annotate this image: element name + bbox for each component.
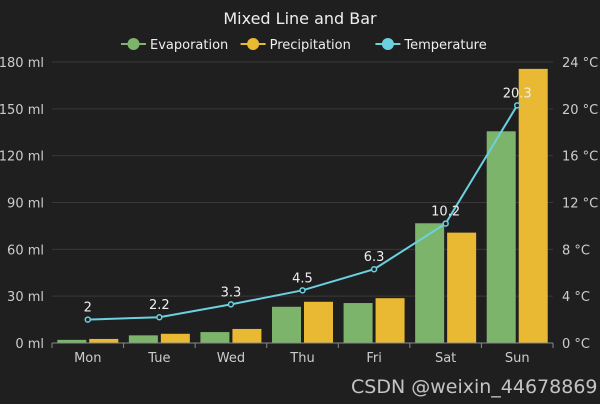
x-axis-tick-label: Tue [147,351,170,366]
bar-evaporation[interactable] [272,306,301,343]
temperature-point[interactable] [84,316,92,323]
temperature-data-label: 10.2 [431,205,460,220]
right-axis-tick-label: 8 °C [562,243,590,258]
bar-precipitation[interactable] [89,338,119,343]
legend-label: Evaporation [150,38,228,53]
x-axis-tick-label: Fri [366,351,382,366]
left-axis-tick-label: 120 ml [0,150,44,165]
watermark: CSDN @weixin_44678869 [351,376,598,398]
temperature-data-label: 4.5 [292,271,313,286]
x-axis-tick-label: Sun [505,351,530,366]
right-axis-tick-label: 4 °C [562,290,590,305]
bar-evaporation[interactable] [415,223,445,343]
left-axis-tick-label: 60 ml [7,243,44,258]
temperature-line: 2 2.2 3.3 4.5 6.3 10.2 20.3 [84,86,532,323]
right-axis-tick-label: 24 °C [562,56,598,71]
temperature-point[interactable] [513,102,521,109]
legend-marker-icon [381,38,394,50]
x-axis-tick-label: Mon [74,351,101,366]
right-axis-tick-label: 0 °C [562,337,590,352]
temperature-point[interactable] [227,301,235,308]
left-axis-tick-label: 180 ml [0,56,44,71]
temperature-point[interactable] [156,313,163,321]
bar-precipitation[interactable] [160,333,190,343]
bar-precipitation[interactable] [518,68,548,343]
bar-precipitation[interactable] [232,328,262,343]
temperature-data-label: 2 [84,301,92,316]
bar-evaporation[interactable] [57,339,87,343]
x-axis-tick-label: Sat [435,351,456,366]
legend[interactable]: Evaporation Precipitation Temperature [121,38,487,53]
legend-label: Precipitation [270,38,351,53]
x-axis-tick-label: Thu [289,351,314,366]
temperature-point[interactable] [299,287,306,294]
temperature-point[interactable] [370,265,378,273]
bars [57,68,548,343]
left-axis-tick-label: 30 ml [7,290,44,305]
grid [52,61,553,297]
bar-precipitation[interactable] [375,298,405,343]
right-axis-tick-label: 16 °C [562,150,598,165]
legend-item-temperature[interactable]: Temperature [375,38,487,53]
temperature-point[interactable] [442,220,449,227]
left-axis-tick-label: 0 ml [15,337,44,352]
temperature-data-label: 2.2 [149,298,170,313]
bar-evaporation[interactable] [486,131,516,343]
legend-marker-icon [127,38,140,50]
temperature-data-label: 6.3 [364,250,385,265]
chart-title: Mixed Line and Bar [223,9,377,28]
legend-item-evaporation[interactable]: Evaporation [121,38,228,53]
temperature-data-label: 20.3 [503,86,532,101]
axes: 0 ml 30 ml 60 ml 90 ml 120 ml 150 ml 180 ml 0 °… [0,56,598,366]
bar-precipitation[interactable] [304,301,333,343]
temperature-data-label: 3.3 [221,285,242,300]
bar-precipitation[interactable] [447,232,477,343]
left-axis-tick-label: 150 ml [0,103,44,118]
right-axis-tick-label: 12 °C [562,197,598,212]
x-axis-tick-label: Wed [217,351,245,366]
right-axis-tick-label: 20 °C [562,103,598,118]
bar-evaporation[interactable] [200,332,230,343]
bar-evaporation[interactable] [128,335,158,343]
legend-item-precipitation[interactable]: Precipitation [240,38,351,53]
legend-label: Temperature [403,38,486,53]
bar-evaporation[interactable] [343,303,373,343]
left-axis-tick-label: 90 ml [7,197,44,212]
legend-marker-icon [247,38,260,50]
